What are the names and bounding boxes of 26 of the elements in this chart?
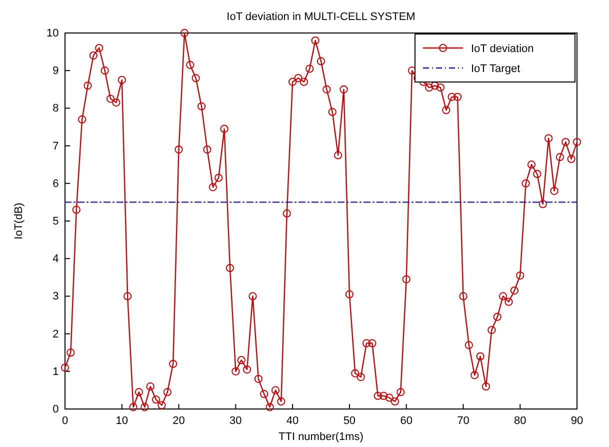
legend-label: IoT deviation [471, 43, 534, 55]
x-tick-label: 10 [116, 415, 128, 428]
y-tick-label: 9 [52, 65, 59, 78]
y-tick-label: 7 [52, 140, 59, 152]
x-tick-label: 60 [400, 415, 412, 428]
x-tick-label: 50 [343, 415, 356, 428]
x-tick-label: 0 [62, 415, 68, 428]
y-tick-label: 5 [52, 216, 59, 228]
y-tick-label: 10 [46, 28, 59, 40]
legend-label: IoT Target [471, 63, 520, 75]
x-tick-label: 30 [230, 415, 242, 428]
y-tick-label: 6 [52, 178, 59, 190]
chart-title: IoT deviation in MULTI-CELL SYSTEM [226, 11, 416, 23]
y-tick-label: 4 [52, 253, 59, 266]
x-tick-label: 20 [172, 415, 185, 428]
x-axis-title: TTI number(1ms) [278, 431, 364, 443]
x-tick-label: 80 [514, 415, 526, 428]
y-axis-title: IoT(dB) [13, 202, 25, 240]
y-tick-label: 2 [52, 328, 59, 340]
x-tick-label: 70 [457, 415, 470, 428]
x-tick-label: 40 [286, 415, 299, 428]
y-tick-label: 8 [52, 102, 59, 115]
x-tick-label: 90 [570, 415, 584, 428]
y-tick-label: 3 [52, 290, 59, 303]
y-tick-label: 1 [52, 366, 59, 378]
y-tick-label: 0 [52, 404, 59, 416]
